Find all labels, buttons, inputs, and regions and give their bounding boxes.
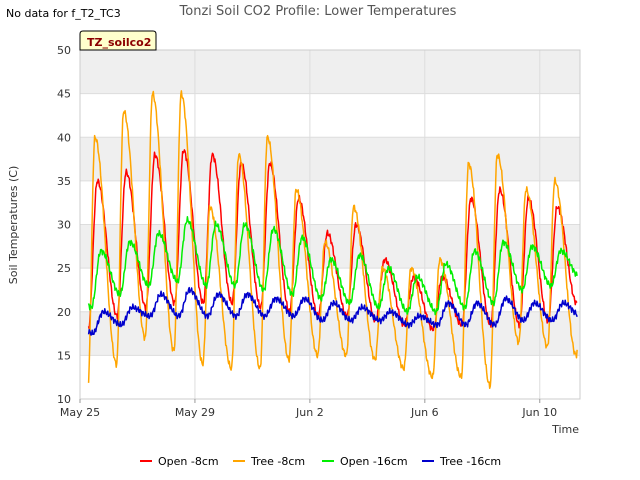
plot-band: [80, 137, 580, 181]
y-axis-title: Soil Temperatures (C): [7, 166, 20, 285]
y-tick-label: 15: [57, 349, 71, 362]
legend-label: Tree -8cm: [250, 455, 305, 468]
legend-label: Open -16cm: [340, 455, 408, 468]
series-line-open-16cm: [87, 216, 578, 316]
legend: Open -8cm Tree -8cm Open -16cm Tree -16cm: [140, 455, 501, 468]
y-tick-label: 20: [57, 306, 71, 319]
no-data-note: No data for f_T2_TC3: [6, 7, 121, 20]
series-lines: [87, 90, 578, 390]
plot-band: [80, 311, 580, 356]
site-tag: TZ_soilco2: [79, 30, 157, 51]
plot-frame: [79, 49, 581, 400]
series-line-open-8cm: [87, 149, 578, 332]
x-axis-title: Time: [551, 423, 579, 436]
x-tick-label: May 29: [175, 406, 215, 419]
x-axis: May 25 May 29 Jun 2 Jun 6 Jun 10: [60, 399, 557, 419]
plot-band: [80, 50, 580, 94]
y-tick-label: 45: [57, 88, 71, 101]
y-tick-label: 10: [57, 393, 71, 406]
y-tick-label: 35: [57, 175, 71, 188]
legend-label: Tree -16cm: [439, 455, 501, 468]
series-line-tree-16cm: [87, 286, 578, 336]
chart-title: Tonzi Soil CO2 Profile: Lower Temperatur…: [179, 4, 457, 19]
x-tick-label: Jun 6: [410, 406, 439, 419]
series-line-tree-8cm: [87, 90, 578, 390]
x-tick-label: Jun 10: [521, 406, 557, 419]
y-tick-label: 25: [57, 262, 71, 275]
y-tick-label: 40: [57, 131, 71, 144]
legend-label: Open -8cm: [158, 455, 219, 468]
x-tick-label: Jun 2: [295, 406, 324, 419]
y-tick-label: 30: [57, 219, 71, 232]
y-tick-label: 50: [57, 44, 71, 57]
x-tick-label: May 25: [60, 406, 100, 419]
y-axis: 10 15 20 25 30 35 40 45 50: [57, 44, 71, 406]
site-tag-label: TZ_soilco2: [87, 36, 151, 49]
